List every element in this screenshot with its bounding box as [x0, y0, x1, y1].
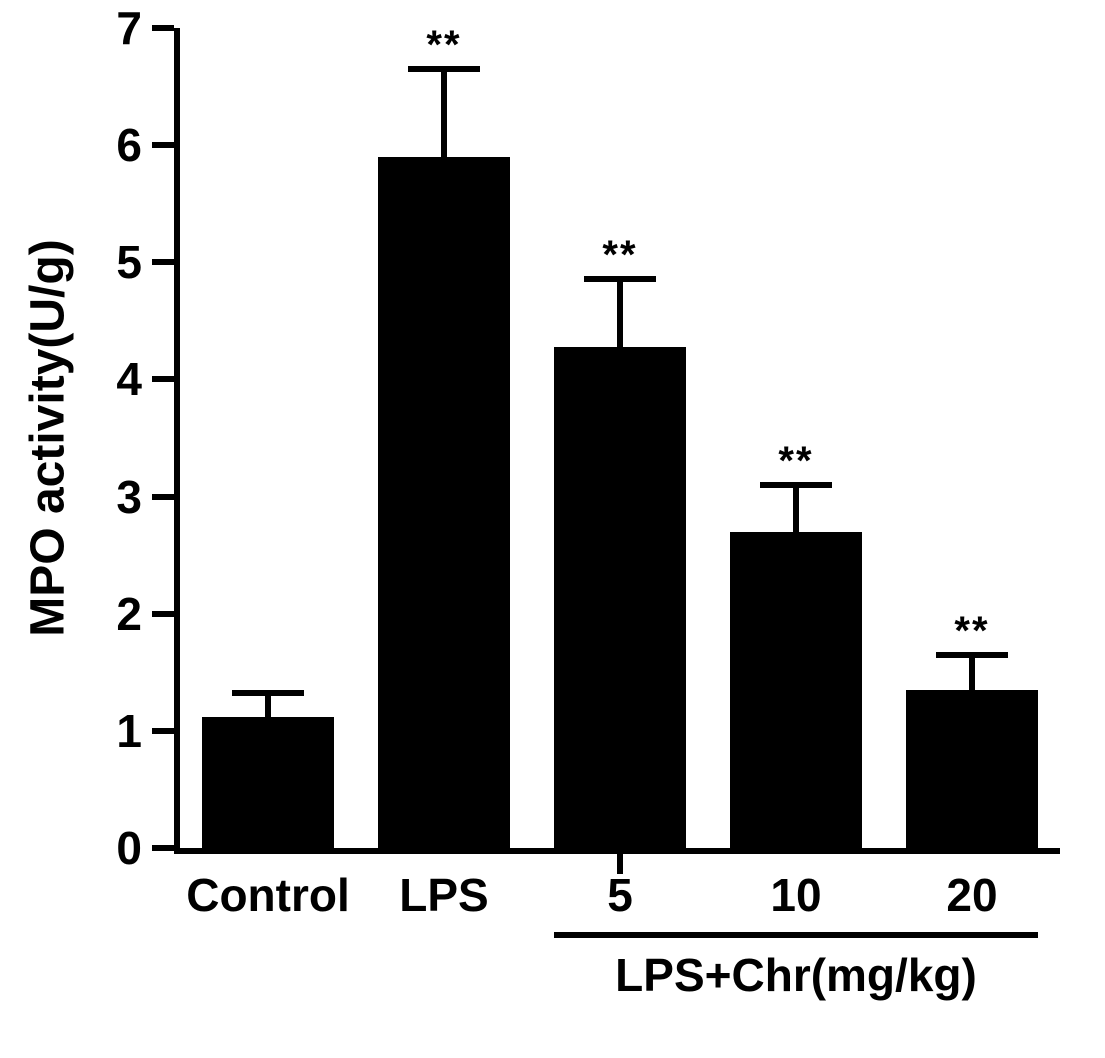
y-tick-label: 7: [0, 1, 142, 55]
significance-label: **: [426, 25, 461, 65]
y-tick-label: 1: [0, 704, 142, 758]
significance-label: **: [954, 611, 989, 651]
x-tick-label: 20: [946, 868, 997, 922]
x-tick-label: 5: [607, 868, 633, 922]
significance-label: **: [778, 441, 813, 481]
y-tick: [152, 259, 174, 265]
y-tick: [152, 25, 174, 31]
x-tick-label: Control: [186, 868, 350, 922]
y-tick: [152, 611, 174, 617]
bar: [906, 690, 1038, 848]
y-tick: [152, 376, 174, 382]
group-label: LPS+Chr(mg/kg): [615, 948, 977, 1002]
bar: [730, 532, 862, 848]
error-bar: [265, 693, 271, 716]
bar: [202, 717, 334, 848]
y-tick: [152, 494, 174, 500]
error-bar: [441, 69, 447, 157]
significance-label: **: [602, 235, 637, 275]
plot-area: ** ** ** **: [180, 28, 1060, 848]
error-bar: [617, 279, 623, 347]
error-bar: [969, 655, 975, 690]
y-tick: [152, 142, 174, 148]
y-tick: [152, 845, 174, 851]
y-axis: [174, 28, 180, 854]
x-tick-label: LPS: [399, 868, 488, 922]
bar: [378, 157, 510, 848]
x-tick-label: 10: [770, 868, 821, 922]
y-tick-label: 6: [0, 118, 142, 172]
group-tick: [617, 854, 623, 874]
mpo-bar-chart: ********01234567MPO activity(U/g)Control…: [0, 0, 1105, 1058]
error-cap: [232, 690, 305, 696]
y-tick: [152, 728, 174, 734]
error-bar: [793, 485, 799, 532]
bar: [554, 347, 686, 848]
group-bracket: [554, 932, 1038, 938]
y-tick-label: 0: [0, 821, 142, 875]
y-axis-title: MPO activity(U/g): [21, 239, 76, 636]
